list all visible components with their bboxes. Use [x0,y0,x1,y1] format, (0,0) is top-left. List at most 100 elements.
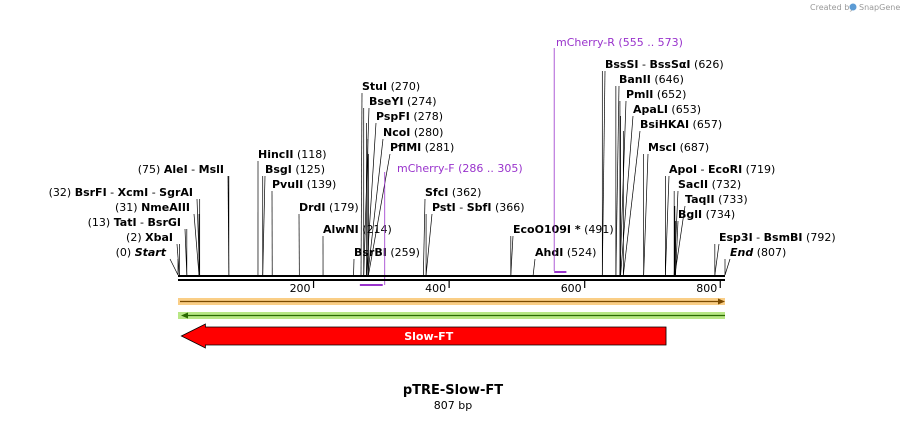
enzyme-line-psti-sbfi [425,213,433,276]
enzyme-label-bsrfi-xcmi-sgrai[interactable]: (32) BsrFI - XcmI - SgrAI [49,186,193,199]
enzyme-label-ncoi[interactable]: NcoI (280) [383,126,443,139]
enzyme-line-start [169,258,179,276]
enzyme-position-tati-bsrgi: (13) [88,216,111,229]
enzyme-label-taqii[interactable]: TaqII (733) [685,193,748,206]
enzyme-label-apali[interactable]: ApaLI (653) [633,103,701,116]
enzyme-name-nmeaiii: NmeAIII [141,201,190,214]
enzyme-label-drdi[interactable]: DrdI (179) [299,201,359,214]
enzyme-name-hincii: HincII [258,148,294,161]
enzyme-label-sacii[interactable]: SacII (732) [678,178,741,191]
feature-arrow-slow-ft[interactable] [180,323,667,349]
enzyme-line-bseyi [363,107,370,276]
primer-label-mcherry-r[interactable]: mCherry-R (555 .. 573) [556,36,683,49]
enzyme-label-pvuii[interactable]: PvuII (139) [272,178,336,191]
enzyme-label-alei-msli[interactable]: (75) AleI - MslI [138,163,224,176]
map-title: pTRE-Slow-FT [403,383,503,398]
enzyme-line-ncoi [367,138,384,276]
enzyme-label-msci[interactable]: MscI (687) [648,141,709,154]
enzyme-label-nmeaiii[interactable]: (31) NmeAIII [115,201,190,214]
enzyme-labels: Esp3I - BsmBI (792) End (807) BglI (734) Ta… [49,58,836,259]
enzyme-separator: - [697,163,708,176]
enzyme-label-xbai[interactable]: (2) XbaI [126,231,173,244]
enzyme-position-apoi-ecori: (719) [746,163,776,176]
enzyme-name-sgrai: SgrAI [159,186,193,199]
enzyme-position-taqii: (733) [718,193,748,206]
enzyme-label-apoi-ecori[interactable]: ApoI - EcoRI (719) [669,163,775,176]
enzyme-label-psti-sbfi[interactable]: PstI - SbfI (366) [432,201,525,214]
enzyme-label-esp3i-bsmbi[interactable]: Esp3I - BsmBI (792) [719,231,836,244]
enzyme-line-sfci [423,198,426,276]
enzyme-line-esp3i-bsmbi [714,243,720,276]
tick-label-400: 400 [425,282,446,295]
enzyme-label-tati-bsrgi[interactable]: (13) TatI - BsrGI [88,216,181,229]
feature-label-slow-ft: Slow-FT [404,330,453,343]
enzyme-position-ahdi: (524) [567,246,597,259]
top-strand-arrow-icon [718,298,725,305]
enzyme-separator: - [188,163,199,176]
bottom-strand-arrow-icon [181,312,188,319]
enzyme-label-sfci[interactable]: SfcI (362) [425,186,481,199]
enzyme-name-end: End [730,246,753,259]
enzyme-label-pspfi[interactable]: PspFI (278) [376,110,443,123]
enzyme-name-xbai: XbaI [145,231,173,244]
snapgene-brand-text: SnapGene [859,3,900,12]
enzyme-label-bsrbi[interactable]: BsrBI (259) [354,246,420,259]
enzyme-position-bseyi: (274) [407,95,437,108]
enzyme-name-xcmi: XcmI [118,186,149,199]
enzyme-name-tati: TatI [114,216,137,229]
enzyme-position-drdi: (179) [329,201,359,214]
enzyme-separator: - [456,201,467,214]
enzyme-separator: - [137,216,148,229]
enzyme-label-bsssi-bsss-i[interactable]: BssSI - BssSαI (626) [605,58,724,71]
enzyme-position-hincii: (118) [297,148,327,161]
enzyme-line-bsssi-bsss-i [601,70,606,276]
enzyme-position-sacii: (732) [712,178,742,191]
enzyme-name-apali: ApaLI [633,103,668,116]
enzyme-label-ecoo109i[interactable]: EcoO109I * (491) [513,223,614,236]
primer-label-mcherry-f[interactable]: mCherry-F (286 .. 305) [397,162,523,175]
enzyme-label-bgli[interactable]: BglI (734) [678,208,735,221]
enzyme-name-alei: AleI [164,163,188,176]
enzyme-label-start[interactable]: (0) Start [116,246,167,259]
enzyme-name-pvuii: PvuII [272,178,303,191]
enzyme-label-pflmi[interactable]: PflMI (281) [390,141,454,154]
enzyme-line-pspfi [366,122,377,276]
enzyme-label-stui[interactable]: StuI (270) [362,80,420,93]
enzyme-separator: - [639,58,650,71]
enzyme-name-ecoo109i: EcoO109I * [513,223,581,236]
enzyme-label-pmli[interactable]: PmlI (652) [626,88,686,101]
enzyme-name-pspfi: PspFI [376,110,410,123]
enzyme-label-bseyi[interactable]: BseYI (274) [369,95,437,108]
enzyme-position-pspfi: (278) [413,110,443,123]
enzyme-separator: - [753,231,764,244]
enzyme-label-alwni[interactable]: AlwNI (214) [323,223,392,236]
enzyme-name-bgli: BglI [678,208,702,221]
enzyme-label-banii[interactable]: BanII (646) [619,73,684,86]
enzyme-label-bsgi[interactable]: BsgI (125) [265,163,325,176]
enzyme-position-msci: (687) [680,141,710,154]
enzyme-position-xbai: (2) [126,231,142,244]
enzyme-label-bsihkai[interactable]: BsiHKAI (657) [640,118,722,131]
enzyme-name-bsgi: BsgI [265,163,292,176]
snapgene-logo-icon [849,3,857,11]
enzyme-label-end[interactable]: End (807) [730,246,786,259]
enzyme-name-ecori: EcoRI [708,163,742,176]
enzyme-label-ahdi[interactable]: AhdI (524) [535,246,596,259]
enzyme-position-apali: (653) [671,103,701,116]
enzyme-separator: - [148,186,159,199]
enzyme-line-banii [615,85,620,276]
tick-label-800: 800 [696,282,717,295]
enzyme-name-esp3i: Esp3I [719,231,753,244]
ruler-ticks: 200 400 600 800 [290,281,721,295]
enzyme-position-alwni: (214) [362,223,392,236]
enzyme-name-bsihkai: BsiHKAI [640,118,689,131]
enzyme-line-taqii [674,205,686,276]
enzyme-line-bsgi [262,175,266,276]
enzyme-position-pvuii: (139) [307,178,337,191]
enzyme-name-pmli: PmlI [626,88,653,101]
enzyme-label-hincii[interactable]: HincII (118) [258,148,327,161]
enzyme-position-end: (807) [757,246,787,259]
enzyme-lines [169,70,731,276]
enzyme-line-apoi-ecori [665,175,670,276]
enzyme-line-msci [643,153,649,276]
